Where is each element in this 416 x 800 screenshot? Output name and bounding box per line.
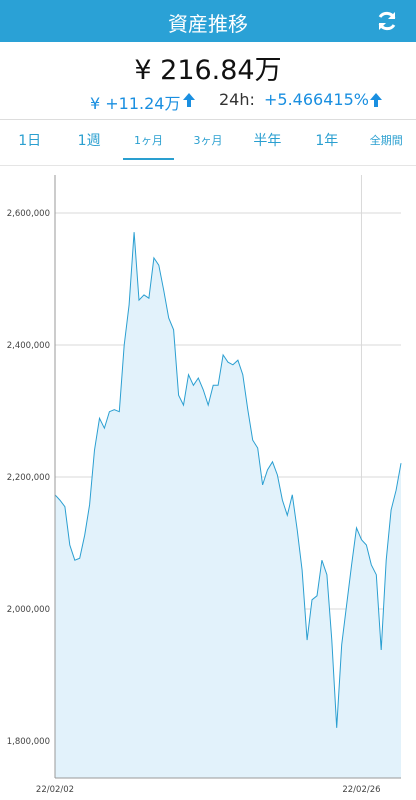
tab-label: 半年 xyxy=(253,133,282,149)
tab-label: 1年 xyxy=(315,133,339,149)
y-tick-label: 2,000,000 xyxy=(7,605,50,615)
x-tick-label: 22/02/02 xyxy=(36,785,74,795)
y-tick-label: 1,800,000 xyxy=(7,737,50,747)
tab-underline xyxy=(122,158,175,160)
period-change: +5.466415% xyxy=(264,90,369,109)
tab[interactable]: 1ヶ月 xyxy=(119,120,178,160)
tab[interactable]: 1年 xyxy=(297,120,356,160)
line xyxy=(54,232,402,728)
y-tick-label: 2,600,000 xyxy=(7,209,50,219)
change-value: ¥ +11.24万 xyxy=(90,94,181,113)
tab-label: 1ヶ月 xyxy=(134,134,164,147)
header-title: 資産推移 xyxy=(168,12,248,36)
divider xyxy=(0,165,416,166)
tab[interactable]: 1週 xyxy=(59,120,118,160)
tab[interactable]: 3ヶ月 xyxy=(178,120,237,160)
up-arrow xyxy=(183,93,195,107)
tab[interactable]: 半年 xyxy=(238,120,297,160)
area-fill xyxy=(55,232,401,778)
tab-label: 全期間 xyxy=(369,134,403,147)
y-tick-label: 2,200,000 xyxy=(7,473,50,483)
x-tick-label: 22/02/26 xyxy=(342,785,380,795)
period-label: 24h: xyxy=(219,90,255,109)
y-tick-label: 2,400,000 xyxy=(7,341,50,351)
refresh-button[interactable] xyxy=(376,10,398,32)
tab-label: 3ヶ月 xyxy=(193,134,223,147)
tab[interactable]: 全期間 xyxy=(357,120,416,160)
tab-label: 1週 xyxy=(77,133,101,149)
header-bar: 資産推移 xyxy=(0,0,416,42)
total-value: ¥ 216.84万 xyxy=(134,55,282,86)
up-arrow xyxy=(370,93,382,107)
tab[interactable]: 1日 xyxy=(0,120,59,160)
tab-label: 1日 xyxy=(18,133,42,149)
divider xyxy=(0,119,416,120)
